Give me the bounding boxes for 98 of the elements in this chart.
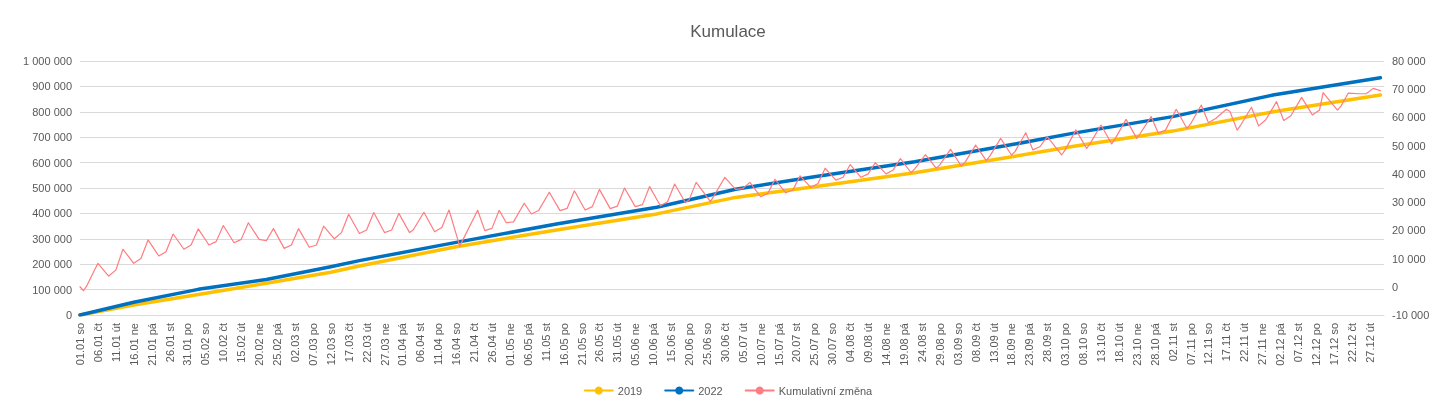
x-tick-label: 31.05 út bbox=[611, 323, 624, 363]
x-tick-label: 05.07 út bbox=[736, 323, 749, 363]
x-tick-label: 20.06 po bbox=[683, 323, 696, 366]
x-tick-label: 06.04 st bbox=[414, 323, 427, 363]
y2-tick-label: 0 bbox=[1392, 280, 1399, 293]
x-tick-label: 05.02 so bbox=[199, 323, 212, 366]
x-tick-label: 15.06 st bbox=[665, 323, 678, 363]
y2-tick-label: 80 000 bbox=[1392, 55, 1426, 67]
x-tick-label: 11.04 po bbox=[432, 323, 445, 366]
x-tick-label: 20.07 st bbox=[790, 323, 803, 363]
x-tick-label: 13.10 čt bbox=[1094, 323, 1107, 363]
y-tick-label: 900 000 bbox=[32, 80, 72, 93]
y2-tick-label: 40 000 bbox=[1392, 167, 1426, 180]
x-tick-label: 04.08 čt bbox=[844, 323, 857, 363]
x-tick-label: 07.11 po bbox=[1184, 323, 1197, 366]
y2-tick-label: 50 000 bbox=[1392, 139, 1426, 152]
x-tick-label: 12.12 po bbox=[1309, 323, 1322, 366]
chart-title: Kumulace bbox=[690, 22, 766, 41]
x-tick-label: 29.08 po bbox=[933, 323, 946, 366]
x-tick-label: 16.01 ne bbox=[127, 323, 140, 366]
x-tick-label: 21.04 čt bbox=[468, 323, 481, 363]
x-tick-label: 22.03 út bbox=[360, 323, 373, 363]
y2-tick-label: -10 000 bbox=[1392, 309, 1430, 321]
x-tick-label: 15.07 pá bbox=[772, 322, 785, 366]
x-tick-label: 07.12 st bbox=[1292, 323, 1305, 363]
x-tick-label: 13.09 út bbox=[987, 323, 1000, 363]
y2-tick-label: 20 000 bbox=[1392, 224, 1426, 237]
x-tick-label: 25.02 pá bbox=[271, 322, 284, 366]
x-tick-label: 03.10 po bbox=[1059, 323, 1072, 366]
y-tick-label: 200 000 bbox=[32, 258, 72, 271]
y2-tick-label: 10 000 bbox=[1392, 252, 1426, 265]
x-tick-label: 23.09 pá bbox=[1023, 322, 1036, 366]
x-tick-label: 30.07 so bbox=[826, 323, 839, 366]
x-tick-label: 12.03 so bbox=[324, 323, 337, 366]
x-tick-label: 18.10 út bbox=[1112, 323, 1125, 363]
x-tick-label: 01.01 so bbox=[74, 323, 86, 366]
x-tick-label: 01.04 pá bbox=[396, 322, 409, 366]
x-tick-label: 08.09 čt bbox=[969, 323, 982, 363]
x-tick-label: 27.11 ne bbox=[1256, 323, 1269, 366]
x-tick-label: 26.05 čt bbox=[593, 323, 606, 363]
x-tick-label: 22.12 čt bbox=[1345, 323, 1358, 363]
x-tick-label: 12.11 so bbox=[1202, 323, 1215, 365]
x-tick-label: 18.09 ne bbox=[1005, 323, 1018, 366]
x-tick-label: 22.11 út bbox=[1238, 323, 1251, 362]
x-tick-label: 17.11 čt bbox=[1220, 323, 1233, 362]
x-tick-label: 21.01 pá bbox=[145, 322, 158, 366]
x-tick-label: 31.01 po bbox=[181, 323, 194, 366]
x-tick-label: 28.10 pá bbox=[1148, 322, 1161, 366]
y-tick-label: 600 000 bbox=[32, 156, 72, 169]
x-tick-label: 25.06 so bbox=[700, 323, 713, 366]
x-tick-label: 14.08 ne bbox=[880, 323, 893, 366]
x-tick-label: 17.12 so bbox=[1327, 323, 1340, 366]
x-tick-label: 27.12 út bbox=[1363, 323, 1376, 363]
x-tick-label: 10.07 ne bbox=[754, 323, 767, 366]
x-tick-label: 11.01 út bbox=[109, 323, 122, 362]
x-tick-label: 21.05 so bbox=[575, 323, 588, 366]
y-tick-label: 1 000 000 bbox=[23, 55, 72, 67]
x-tick-label: 08.10 so bbox=[1077, 323, 1090, 366]
legend-label: 2019 bbox=[617, 384, 643, 397]
x-tick-label: 26.01 st bbox=[163, 323, 176, 363]
x-tick-label: 19.08 pá bbox=[897, 322, 910, 366]
y-tick-label: 300 000 bbox=[32, 232, 72, 245]
x-tick-label: 10.02 čt bbox=[217, 323, 230, 363]
x-tick-label: 23.10 ne bbox=[1130, 323, 1143, 366]
x-tick-label: 26.04 út bbox=[485, 323, 498, 363]
x-tick-label: 09.08 út bbox=[862, 323, 875, 363]
y2-tick-label: 70 000 bbox=[1392, 83, 1426, 96]
x-tick-label: 27.03 ne bbox=[378, 323, 391, 366]
x-tick-label: 17.03 čt bbox=[342, 323, 355, 363]
x-tick-label: 06.05 pá bbox=[521, 322, 534, 366]
x-tick-label: 02.03 st bbox=[288, 323, 301, 363]
x-tick-label: 03.09 so bbox=[951, 323, 964, 366]
x-tick-label: 05.06 ne bbox=[629, 323, 642, 366]
x-tick-label: 15.02 út bbox=[235, 323, 248, 363]
x-tick-label: 10.06 pá bbox=[647, 322, 660, 366]
x-tick-label: 25.07 po bbox=[808, 323, 821, 366]
x-tick-label: 02.11 st bbox=[1166, 323, 1179, 362]
x-tick-label: 16.05 po bbox=[557, 323, 570, 366]
y-tick-label: 800 000 bbox=[32, 105, 72, 118]
x-tick-label: 30.06 čt bbox=[718, 323, 731, 363]
y-tick-label: 400 000 bbox=[32, 207, 72, 220]
x-tick-label: 06.01 čt bbox=[91, 323, 104, 363]
x-tick-label: 24.08 st bbox=[915, 323, 928, 363]
x-tick-label: 16.04 so bbox=[450, 323, 463, 366]
x-tick-label: 07.03 po bbox=[306, 323, 319, 366]
y-tick-label: 700 000 bbox=[32, 131, 72, 144]
x-tick-label: 01.05 ne bbox=[503, 323, 516, 366]
y-tick-label: 0 bbox=[65, 309, 72, 321]
y-tick-label: 500 000 bbox=[32, 182, 72, 194]
x-tick-label: 28.09 st bbox=[1041, 323, 1054, 363]
x-tick-label: 20.02 ne bbox=[253, 323, 266, 366]
y2-tick-label: 60 000 bbox=[1392, 111, 1426, 124]
legend-label: 2022 bbox=[698, 384, 723, 397]
y-tick-label: 100 000 bbox=[32, 283, 72, 296]
x-tick-label: 11.05 st bbox=[539, 323, 552, 362]
x-tick-label: 02.12 pá bbox=[1274, 322, 1287, 366]
y2-tick-label: 30 000 bbox=[1392, 196, 1426, 209]
legend-label: Kumulativní změna bbox=[778, 384, 874, 397]
